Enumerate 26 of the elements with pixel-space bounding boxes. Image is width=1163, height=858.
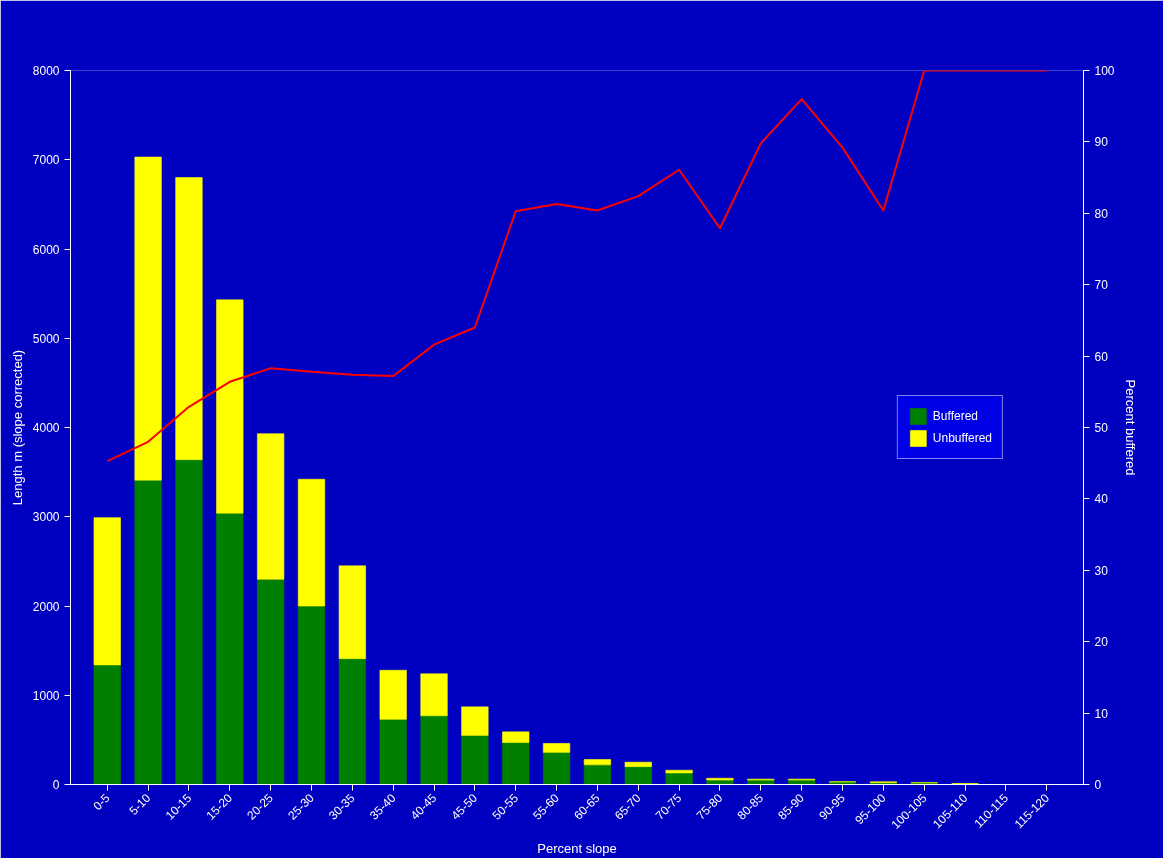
y2-tick-label: 50: [1094, 421, 1109, 435]
y-tick-label: 2000: [32, 599, 60, 614]
y-tick-label: 7000: [32, 153, 60, 168]
legend-label: Buffered: [932, 409, 978, 423]
y2-tick-label: 10: [1094, 706, 1109, 721]
y2-tick-label: 60: [1094, 349, 1109, 364]
y-axis-title: Length m (slope corrected): [9, 349, 25, 506]
y2-tick-label: 80: [1094, 206, 1109, 221]
y2-tick-label: 0: [1094, 778, 1102, 792]
y2-tick-label: 90: [1094, 135, 1109, 150]
x-tick-label: 0-5: [90, 790, 113, 814]
y-tick-label: 4000: [32, 421, 60, 435]
y2-tick-label: 20: [1094, 635, 1109, 650]
y-tick-label: 6000: [32, 242, 60, 257]
y-tick-label: 1000: [32, 688, 60, 703]
y-tick-label: 0: [52, 778, 60, 792]
x-axis-title: Percent slope: [537, 840, 617, 856]
y2-tick-label: 30: [1094, 563, 1109, 578]
y2-tick-label: 40: [1094, 492, 1109, 507]
y-tick-label: 5000: [32, 331, 60, 346]
y2-tick-label: 100: [1094, 64, 1115, 78]
y2-tick-label: 70: [1094, 278, 1109, 293]
legend-label: Unbuffered: [932, 431, 992, 445]
y-tick-label: 3000: [32, 510, 60, 525]
y2-axis-title: Percent buffered: [1122, 379, 1138, 476]
y-tick-label: 8000: [32, 64, 60, 78]
